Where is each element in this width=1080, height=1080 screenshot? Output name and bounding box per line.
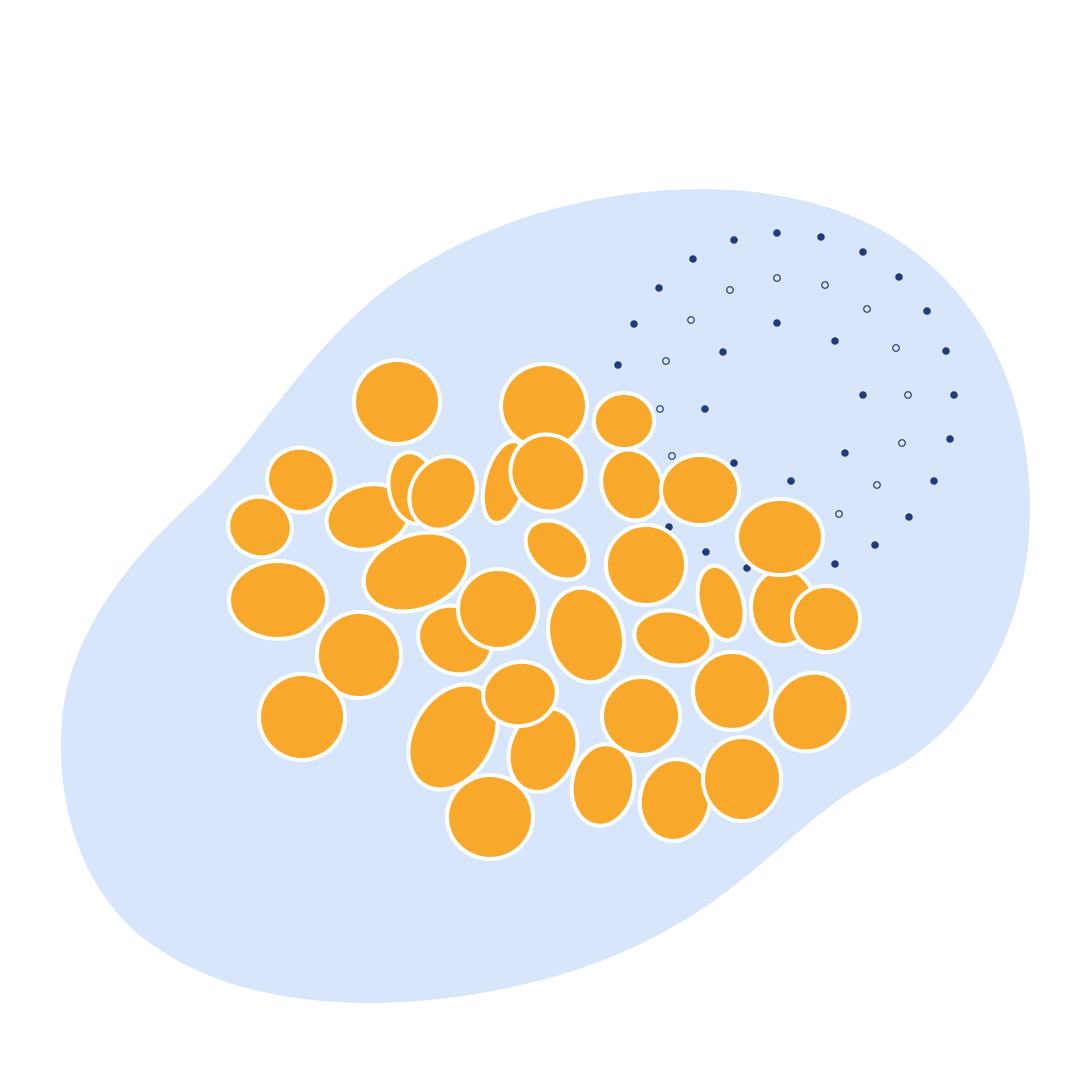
- filled-dot: [730, 236, 738, 244]
- filled-dot: [743, 564, 751, 572]
- filled-dot: [895, 273, 903, 281]
- filled-dot: [905, 513, 913, 521]
- orange-ellipse: [592, 391, 656, 451]
- hollow-dot: [662, 357, 670, 365]
- orange-ellipse: [695, 563, 747, 643]
- orange-ellipse: [659, 453, 741, 527]
- orange-ellipse: [265, 445, 337, 515]
- filled-dot: [787, 477, 795, 485]
- orange-ellipse: [481, 659, 559, 729]
- hollow-dot: [687, 316, 695, 324]
- filled-dot: [701, 405, 709, 413]
- hollow-dot: [773, 274, 781, 282]
- filled-dot: [859, 391, 867, 399]
- orange-ellipse: [227, 559, 329, 641]
- filled-dot: [655, 284, 663, 292]
- filled-dot: [689, 255, 697, 263]
- filled-dot: [942, 347, 950, 355]
- orange-ellipse: [523, 518, 591, 582]
- filled-dot: [930, 477, 938, 485]
- filled-dot: [773, 229, 781, 237]
- filled-dot: [614, 361, 622, 369]
- filled-dot: [946, 435, 954, 443]
- orange-ellipse: [701, 735, 783, 823]
- orange-ellipse: [407, 454, 479, 532]
- hollow-dot: [821, 281, 829, 289]
- orange-ellipse: [604, 523, 688, 607]
- hollow-dot: [892, 344, 900, 352]
- orange-ellipse: [406, 682, 500, 792]
- orange-ellipse: [508, 432, 588, 514]
- hollow-dot: [668, 452, 676, 460]
- filled-dot: [841, 449, 849, 457]
- hollow-dot: [904, 391, 912, 399]
- orange-ellipse: [315, 610, 403, 700]
- hollow-dot: [726, 286, 734, 294]
- orange-ellipse: [691, 650, 773, 732]
- orange-ellipse-cluster: [226, 358, 862, 861]
- filled-dot: [859, 248, 867, 256]
- background-blob: [60, 189, 1031, 1003]
- orange-ellipse: [600, 675, 682, 757]
- filled-dot: [702, 548, 710, 556]
- orange-ellipse: [257, 672, 347, 762]
- orange-ellipse: [735, 497, 825, 577]
- filled-dot: [817, 233, 825, 241]
- filled-dot: [773, 319, 781, 327]
- hollow-dot: [656, 405, 664, 413]
- orange-ellipse: [456, 567, 540, 651]
- filled-dot: [950, 391, 958, 399]
- filled-dot: [719, 348, 727, 356]
- orange-ellipse: [445, 773, 535, 861]
- orange-ellipse: [352, 358, 442, 446]
- hollow-dot: [835, 510, 843, 518]
- dot-grid: [614, 229, 958, 572]
- filled-dot: [831, 337, 839, 345]
- orange-ellipse: [790, 584, 862, 654]
- orange-ellipse: [637, 757, 713, 843]
- orange-ellipse: [569, 742, 637, 828]
- hollow-dot: [863, 305, 871, 313]
- filled-dot: [630, 320, 638, 328]
- filled-dot: [871, 541, 879, 549]
- filled-dot: [923, 307, 931, 315]
- orange-ellipse: [599, 447, 665, 523]
- hollow-dot: [898, 439, 906, 447]
- orange-ellipse: [361, 530, 471, 614]
- orange-ellipse: [769, 670, 851, 754]
- filled-dot: [730, 459, 738, 467]
- filled-dot: [831, 560, 839, 568]
- orange-ellipse: [506, 706, 580, 794]
- orange-ellipse: [226, 494, 294, 560]
- orange-ellipse: [632, 608, 714, 668]
- hollow-dot: [873, 481, 881, 489]
- orange-ellipse: [546, 585, 626, 685]
